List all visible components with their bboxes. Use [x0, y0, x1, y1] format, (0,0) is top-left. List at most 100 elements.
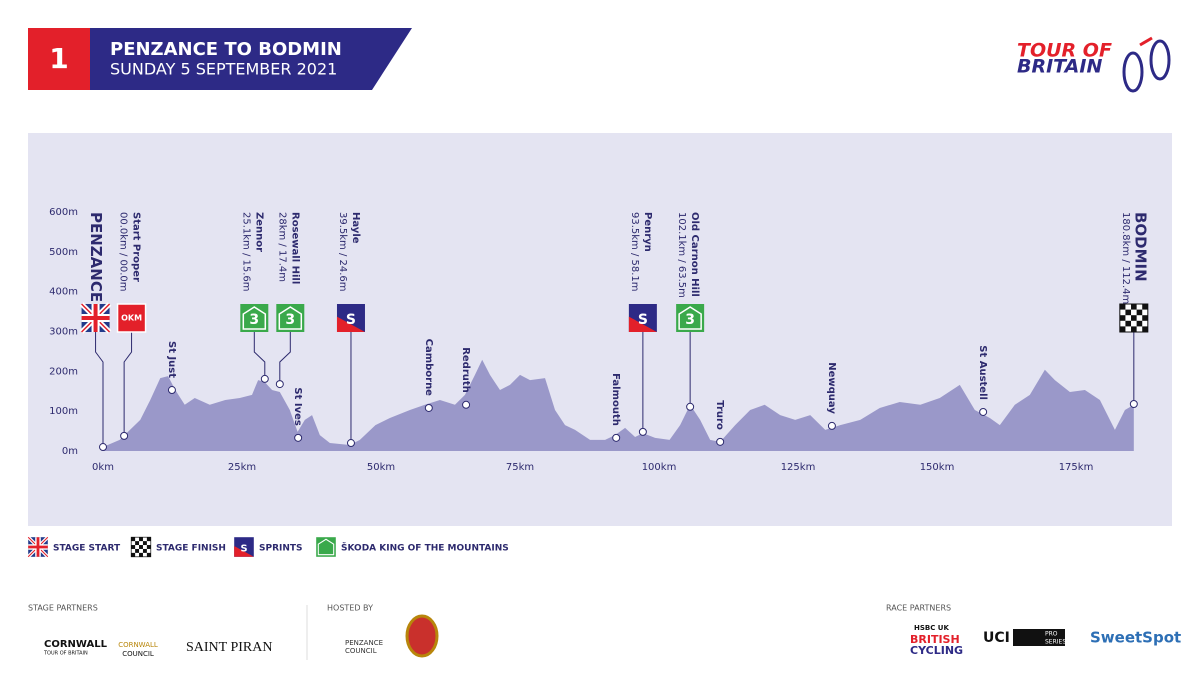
partner-logo: CYCLING	[910, 644, 963, 657]
waypoint-name: Truro	[714, 400, 725, 430]
check	[139, 545, 143, 549]
icon: 3	[276, 304, 305, 332]
icon-text: S	[346, 312, 356, 328]
logo-text: BRITAIN	[1017, 56, 1102, 78]
partner-logo: PENZANCE	[345, 639, 383, 647]
waypoint-point	[167, 386, 176, 395]
waypoint-name: Falmouth	[610, 373, 621, 426]
logo-text: TOUR OF	[1017, 40, 1112, 62]
icon-text: S	[240, 543, 247, 554]
waypoint-point	[716, 437, 725, 446]
icon: OKM	[116, 303, 147, 333]
partner-logo: SERIES	[1045, 639, 1066, 646]
check	[146, 545, 151, 549]
x-tick-label: 25km	[228, 462, 256, 473]
waypoint-distance: 93.5km / 58.1m	[629, 212, 640, 292]
waypoint-name: Old Carnon Hill	[689, 212, 700, 297]
check	[142, 541, 147, 546]
partner-heading: STAGE PARTNERS	[28, 604, 98, 613]
flag-cross	[28, 537, 48, 557]
check	[1142, 304, 1148, 310]
waypoint-distance: 39.5km / 24.6m	[337, 212, 348, 292]
x-tick-label: 175km	[1059, 462, 1094, 473]
check	[135, 548, 140, 553]
check	[142, 548, 147, 553]
check	[1119, 326, 1126, 332]
sprint-corner	[336, 316, 365, 332]
partner-logo: COUNCIL	[122, 650, 154, 658]
leader-line	[253, 332, 266, 379]
icon: 3	[676, 304, 705, 332]
check	[1119, 315, 1126, 321]
waypoint-point	[120, 431, 129, 440]
icon: S	[234, 537, 254, 557]
sprint-corner	[628, 316, 657, 332]
leader-line	[279, 332, 291, 385]
check	[1119, 304, 1126, 310]
partner-logo: HSBC UK	[914, 624, 949, 632]
check	[131, 545, 136, 549]
y-tick-label: 100m	[49, 406, 78, 417]
partner-logo: PRO	[1045, 631, 1058, 638]
stage-number: 1	[49, 42, 68, 75]
waypoint-name: Newquay	[826, 362, 837, 414]
waypoint-point	[638, 427, 647, 436]
waypoint-name: St Ives	[292, 387, 303, 425]
flag-cross	[81, 304, 110, 332]
stage-date: SUNDAY 5 SEPTEMBER 2021	[110, 60, 337, 79]
check	[1125, 320, 1132, 327]
icon: 3	[240, 304, 269, 332]
title-banner	[90, 28, 412, 90]
partner-logo: CORNWALL	[44, 639, 108, 650]
waypoint-point	[99, 443, 107, 452]
kom-box	[276, 304, 305, 332]
check	[1131, 326, 1137, 332]
pro-series-box	[1013, 629, 1065, 646]
waypoint-name: Camborne	[423, 339, 434, 397]
partner-logo: SAINT PIRAN	[186, 640, 272, 655]
leader-line	[123, 332, 133, 436]
icon	[316, 537, 336, 557]
x-tick-label: 50km	[367, 462, 395, 473]
kom-peak	[242, 306, 267, 330]
waypoint-name: St Just	[166, 341, 177, 378]
partner-logo: COUNCIL	[345, 647, 377, 655]
leader-line	[95, 332, 104, 448]
x-tick-label: 150km	[920, 462, 955, 473]
elevation-area	[103, 359, 1134, 451]
waypoint-distance: 102.1km / 63.5m	[676, 212, 687, 298]
waypoint-distance: 00.0km / 00.0m	[118, 212, 129, 292]
partner-heading: RACE PARTNERS	[886, 604, 951, 613]
icon	[130, 536, 152, 558]
x-tick-label: 75km	[506, 462, 534, 473]
okm-box	[116, 303, 147, 333]
x-tick-label: 125km	[781, 462, 816, 473]
y-tick-label: 200m	[49, 366, 78, 377]
icon: S	[628, 304, 657, 332]
check	[131, 552, 136, 557]
check	[146, 537, 151, 542]
waypoint-point	[275, 380, 284, 389]
legend-label: STAGE FINISH	[156, 544, 226, 554]
waypoint-name: Rosewall Hill	[289, 212, 300, 284]
logo-bike	[1122, 36, 1171, 93]
partner-logo: BRITISH	[910, 633, 960, 646]
y-tick-label: 600m	[49, 207, 78, 218]
partner-logo: UCI	[983, 630, 1010, 646]
waypoint-point	[424, 403, 433, 412]
icon-text: 3	[285, 312, 295, 328]
waypoint-name: BODMIN	[1131, 212, 1149, 282]
waypoint-name: Redruth	[460, 347, 471, 393]
waypoint-point	[686, 402, 695, 411]
profile-panel	[28, 133, 1172, 526]
kom-box	[316, 537, 336, 557]
legend-label: ŠKODA KING OF THE MOUNTAINS	[341, 542, 509, 554]
waypoint-name: Hayle	[350, 212, 361, 244]
icon	[79, 302, 112, 334]
waypoint-point	[612, 433, 621, 442]
y-tick-label: 500m	[49, 247, 78, 258]
partner-logo: CORNWALL	[118, 641, 158, 649]
partner-logo: TOUR OF BRITAIN	[43, 651, 88, 657]
legend: STAGE START STAGE FINISH S SPRINTS ŠKODA KIN…	[26, 535, 509, 559]
y-tick-label: 400m	[49, 287, 78, 298]
